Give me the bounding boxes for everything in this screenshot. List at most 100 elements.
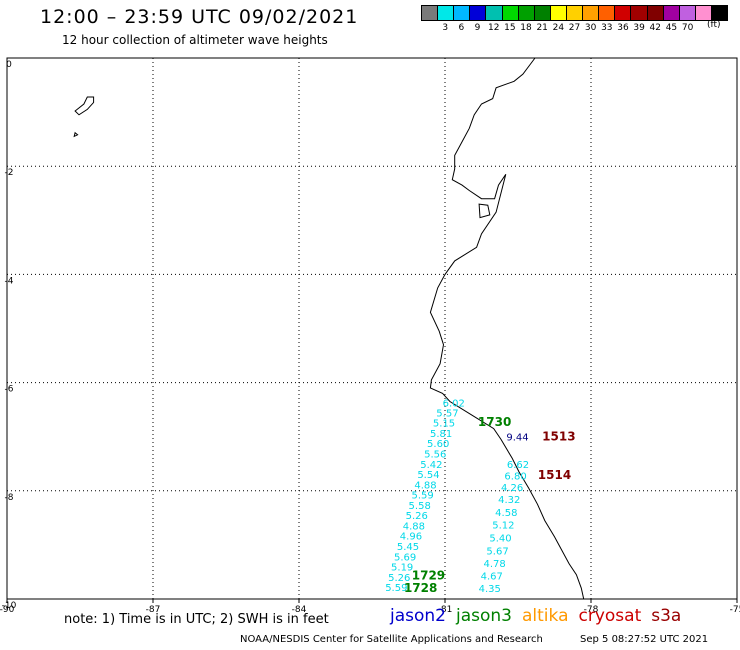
page-title: 12:00 – 23:59 UTC 09/02/2021 <box>40 6 359 28</box>
scale-swatch <box>502 6 519 20</box>
pass-time-label: 1729 <box>412 569 445 583</box>
pass-time-label: 1728 <box>404 581 437 595</box>
color-scale: 3 6 9 12 15 18 21 24 27 30 33 36 39 42 45 70 <box>421 5 728 33</box>
lat-tick-label: -6 <box>5 385 14 395</box>
scale-swatch <box>534 6 551 20</box>
scale-label: 27 <box>568 23 581 33</box>
scale-label: 39 <box>633 23 645 33</box>
scale-label: 45 <box>665 23 678 33</box>
footer-timestamp: Sep 5 08:27:52 UTC 2021 <box>580 634 709 645</box>
scale-swatch <box>631 6 648 20</box>
scale-unit: (ft) <box>707 20 721 30</box>
scale-swatch <box>438 6 455 20</box>
swh-label: 5.15 <box>433 419 455 430</box>
map-frame <box>6 57 738 600</box>
galapagos-islet <box>73 131 79 138</box>
swh-label: 4.78 <box>484 559 506 570</box>
footer-credit: NOAA/NESDIS Center for Satellite Applica… <box>240 634 543 645</box>
swh-label: 5.54 <box>417 470 439 481</box>
swh-label: 4.67 <box>481 572 503 583</box>
swh-label: 5.19 <box>391 563 413 574</box>
swh-label: 5.69 <box>394 552 416 563</box>
swh-label: 5.26 <box>388 573 410 584</box>
scale-label: 18 <box>520 23 532 33</box>
scale-label: 9 <box>474 23 481 33</box>
satellite-legend: jason2 jason3 altika cryosat s3a <box>390 606 691 626</box>
scale-label: 70 <box>681 23 694 33</box>
scale-label: 33 <box>601 23 613 33</box>
lat-tick-label: -2 <box>5 168 14 178</box>
swh-label: 6.80 <box>504 472 526 483</box>
swh-label: 4.32 <box>498 495 520 506</box>
swh-label: 5.42 <box>420 460 442 471</box>
swh-label: 4.26 <box>501 483 523 494</box>
swh-label: 4.58 <box>495 508 517 519</box>
scale-swatch <box>518 6 535 20</box>
scale-label: 21 <box>536 23 548 33</box>
swh-label: 5.26 <box>406 511 428 522</box>
swh-label: 4.35 <box>479 584 501 595</box>
footer-note: note: 1) Time is in UTC; 2) SWH is in fe… <box>64 612 329 627</box>
swh-label: 4.88 <box>403 521 425 532</box>
scale-swatch <box>470 6 487 20</box>
color-scale-labels: 3 6 9 12 15 18 21 24 27 30 33 36 39 42 45 70 <box>421 21 728 33</box>
swh-label: 5.57 <box>436 408 458 419</box>
scale-swatch <box>566 6 584 20</box>
lon-tick-label: -75 <box>730 605 740 615</box>
satellite-s3a: s3a <box>651 606 682 626</box>
satellite-jason3: jason3 <box>456 606 512 626</box>
scale-label: 3 <box>442 23 449 33</box>
scale-swatch <box>422 6 439 20</box>
swh-label: 5.67 <box>486 546 508 557</box>
scale-label: 36 <box>617 23 629 33</box>
scale-label: 30 <box>584 23 597 33</box>
pass-time-label: 1514 <box>538 468 571 482</box>
scale-swatch <box>583 6 600 20</box>
scale-swatch <box>663 6 680 20</box>
satellite-jason2: jason2 <box>390 606 446 626</box>
swh-label: 5.58 <box>409 501 431 512</box>
swh-label: 5.81 <box>430 429 452 440</box>
scale-swatch <box>647 6 664 20</box>
scale-swatch <box>550 6 567 20</box>
lon-tick-label: -81 <box>438 605 453 615</box>
scale-label: 42 <box>649 23 662 33</box>
lat-tick-label: -10 <box>2 601 17 611</box>
scale-label: 12 <box>487 23 500 33</box>
lat-tick-label: -4 <box>5 276 14 286</box>
pass-time-label: 1730 <box>478 415 511 429</box>
swh-label: 5.56 <box>424 449 446 460</box>
lat-tick-label: -8 <box>5 493 14 503</box>
scale-swatch <box>711 6 728 20</box>
swh-label: 6.02 <box>443 399 465 410</box>
page-subtitle: 12 hour collection of altimeter wave hei… <box>62 33 328 47</box>
satellite-altika: altika <box>522 606 569 626</box>
scale-swatch <box>679 6 696 20</box>
scale-swatch <box>695 6 712 20</box>
coastline <box>429 57 585 600</box>
scale-label: 6 <box>458 23 465 33</box>
color-scale-swatches <box>421 5 728 21</box>
lon-tick-label: -90 <box>0 605 15 615</box>
scale-swatch <box>486 6 503 20</box>
swh-label: 5.60 <box>427 439 449 450</box>
galapagos-island <box>74 96 95 116</box>
satellite-cryosat: cryosat <box>578 606 642 626</box>
swh-label: 6.62 <box>507 460 529 471</box>
swh-label: 5.12 <box>492 520 514 531</box>
scale-label: 15 <box>504 23 516 33</box>
scale-label: 24 <box>552 23 565 33</box>
scale-swatch <box>454 6 471 20</box>
swh-label: 5.59 <box>385 583 407 594</box>
swh-label: 4.88 <box>414 480 436 491</box>
lat-tick-label: 0 <box>6 60 12 70</box>
lon-tick-label: -87 <box>146 605 161 615</box>
swh-label: 5.40 <box>489 533 511 544</box>
puna-island <box>478 203 491 219</box>
lon-tick-label: -78 <box>584 605 599 615</box>
swh-label: 5.45 <box>397 542 419 553</box>
swh-label: 9.44 <box>506 433 528 444</box>
scale-swatch <box>615 6 632 20</box>
lon-tick-label: -84 <box>292 605 307 615</box>
